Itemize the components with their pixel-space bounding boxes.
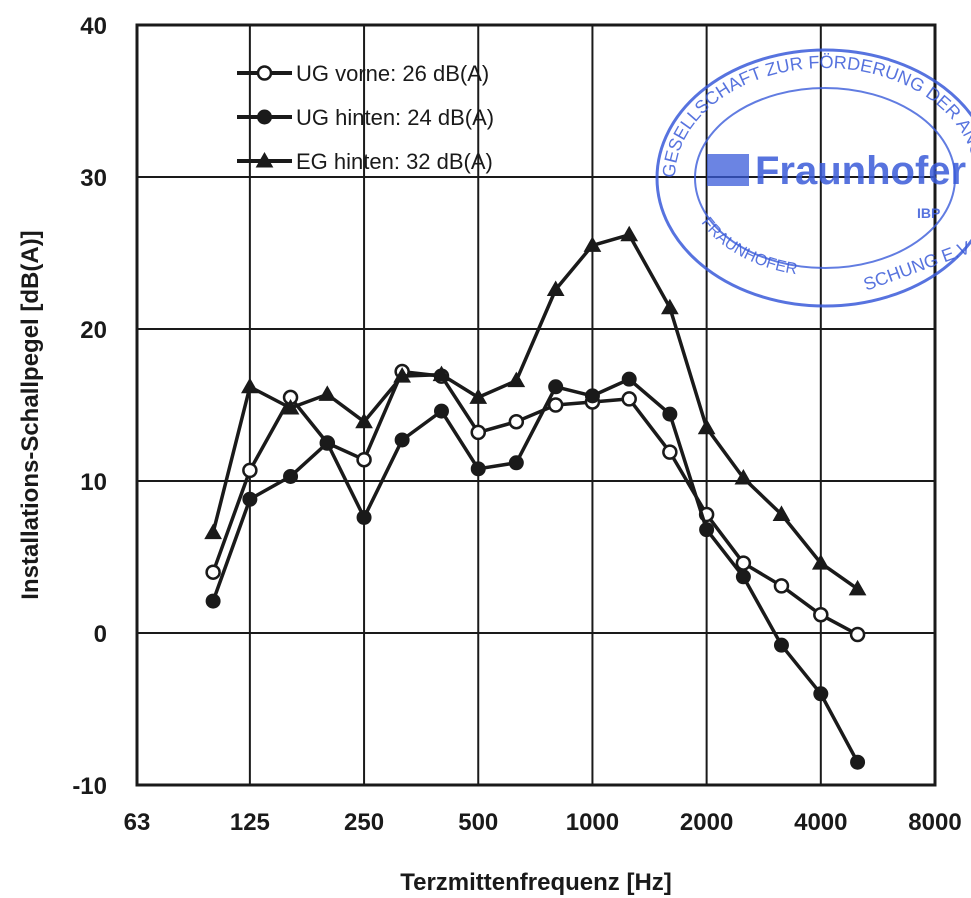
x-tick-label-8000: 8000	[908, 809, 961, 836]
y-tick-label-40: 40	[80, 13, 107, 40]
legend-item-3: EG hinten: 32 dB(A)	[237, 149, 493, 174]
series-1-line	[211, 369, 859, 637]
series-3-point	[507, 371, 526, 388]
series-1-point	[242, 462, 258, 479]
series-2-point	[773, 637, 789, 653]
series-3-point	[318, 385, 337, 401]
y-axis-ticks: -10 0 10 20 30 40	[72, 13, 107, 800]
stamp-logo-mark	[707, 154, 749, 186]
stamp-inner-ring	[694, 87, 956, 269]
series-3-point	[432, 365, 451, 382]
plot-border	[135, 23, 937, 787]
series-3-point	[734, 468, 753, 485]
series-3-point	[241, 377, 259, 394]
series-3-point	[281, 399, 300, 415]
series-2-point	[548, 379, 564, 395]
legend-item-2: UG hinten: 24 dB(A)	[237, 105, 494, 130]
y-tick-label-0: 0	[94, 621, 107, 648]
series-3-point	[546, 280, 565, 296]
x-tick-label-2000: 2000	[680, 809, 733, 836]
stamp-sub-text: IBP	[917, 205, 940, 221]
series-1-point	[508, 413, 525, 430]
legend-label-1: UG vorne: 26 dB(A)	[296, 61, 489, 86]
series-2-point	[205, 593, 221, 609]
x-tick-label-63: 63	[124, 809, 151, 836]
series-3-point	[661, 298, 679, 315]
series-3-point	[620, 225, 639, 242]
series-1-point	[356, 451, 372, 468]
series-1-point	[662, 444, 678, 460]
plot-frame	[135, 23, 937, 787]
x-tick-label-125: 125	[230, 809, 270, 836]
chart-grid	[136, 24, 936, 786]
series-1-point	[205, 564, 221, 580]
series-1-point	[735, 555, 752, 571]
series-3-point	[469, 388, 488, 404]
series-1	[205, 363, 866, 643]
series-3-point	[848, 579, 867, 596]
series-2-point	[621, 371, 637, 387]
series-2-line	[211, 377, 860, 764]
x-axis-ticks: 63 125 250 500 1000 2000 4000 8000	[124, 809, 962, 836]
x-tick-label-250: 250	[344, 809, 384, 836]
series-2-point	[850, 754, 866, 770]
series-1-point	[621, 391, 637, 407]
legend-marker-1	[256, 65, 273, 81]
series-2-point	[356, 509, 372, 525]
series-3-point	[393, 367, 411, 383]
y-axis-title: Installations-Schallpegel [dB(A)]	[17, 230, 44, 599]
series-3-point	[204, 523, 222, 540]
series-1-point	[470, 424, 486, 441]
stamp-bottom-text: FRAUNHOFER	[698, 214, 799, 278]
x-tick-label-4000: 4000	[794, 809, 847, 836]
series-3-point	[583, 236, 602, 252]
series-2-point	[394, 432, 410, 448]
legend-item-1: UG vorne: 26 dB(A)	[237, 61, 489, 86]
series-3-point	[697, 418, 716, 435]
legend-marker-3	[255, 151, 274, 168]
legend-label-3: EG hinten: 32 dB(A)	[296, 149, 493, 174]
series-2-point	[735, 569, 751, 585]
y-tick-label-30: 30	[80, 165, 107, 192]
series-2-point	[662, 406, 678, 422]
series-layer	[204, 225, 867, 770]
y-tick-label--10: -10	[72, 773, 107, 800]
series-2-point	[813, 686, 829, 702]
series-3	[204, 225, 867, 596]
series-1-point	[773, 578, 790, 594]
series-2-point	[584, 388, 600, 404]
series-1-point	[813, 607, 829, 623]
chart-legend: UG vorne: 26 dB(A) UG hinten: 24 dB(A) EG …	[237, 61, 494, 174]
legend-label-2: UG hinten: 24 dB(A)	[296, 105, 494, 130]
stamp-logo-text: Fraunhofer	[755, 149, 966, 193]
y-tick-label-10: 10	[80, 469, 107, 496]
series-2-point	[470, 461, 486, 477]
x-axis-title: Terzmittenfrequenz [Hz]	[400, 869, 672, 896]
series-2-point	[433, 403, 449, 419]
series-1-point	[547, 397, 564, 413]
stamp-outer-ring	[655, 48, 971, 308]
series-2-point	[242, 491, 258, 507]
series-2-point	[319, 435, 335, 451]
y-tick-label-20: 20	[80, 317, 107, 344]
series-2-point	[699, 522, 715, 538]
series-3-point	[811, 554, 830, 570]
series-2-point	[283, 468, 299, 484]
series-3-point	[355, 412, 373, 429]
x-tick-label-500: 500	[458, 809, 498, 836]
legend-marker-2	[257, 109, 272, 125]
series-1-point	[849, 626, 866, 643]
series-2-point	[508, 455, 524, 471]
x-tick-label-1000: 1000	[566, 809, 619, 836]
series-3-point	[772, 505, 791, 521]
series-2	[205, 371, 866, 770]
